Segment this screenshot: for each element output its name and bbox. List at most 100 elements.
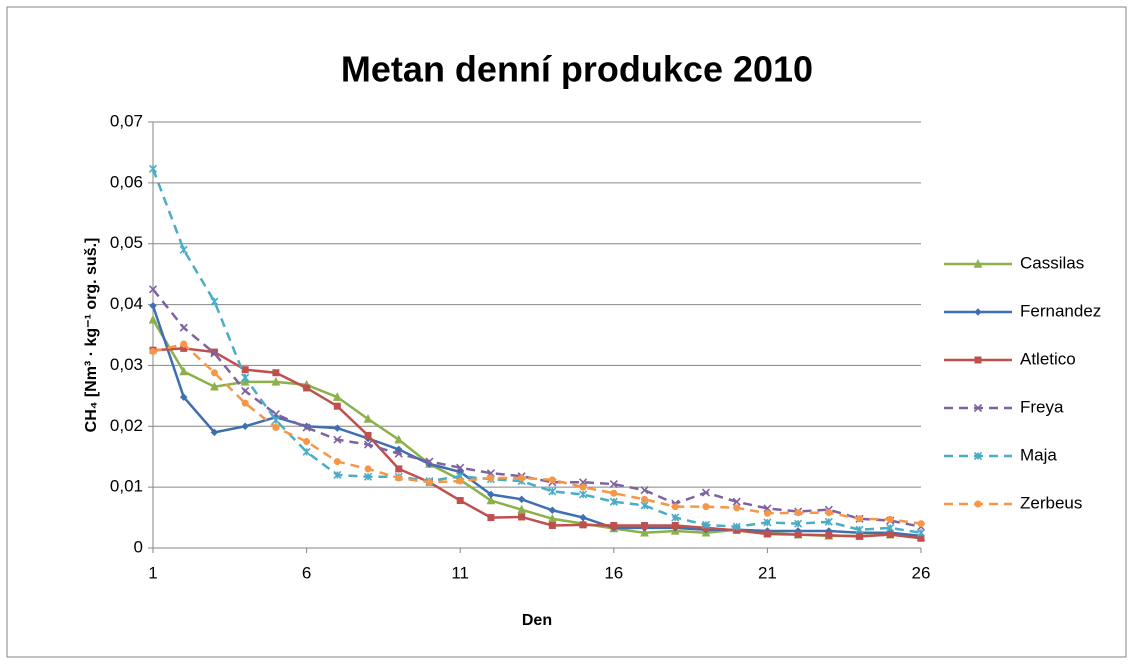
marker (149, 301, 157, 310)
marker (518, 513, 526, 521)
legend-marker (974, 308, 982, 316)
marker (609, 480, 618, 489)
marker (518, 474, 526, 482)
x-tick-label: 1 (148, 563, 157, 582)
marker (517, 495, 526, 504)
marker (732, 522, 741, 531)
marker (701, 488, 711, 497)
marker (855, 525, 864, 534)
marker (579, 513, 587, 522)
legend-label: Maja (1020, 445, 1057, 464)
marker (333, 435, 342, 444)
legend-label: Fernandez (1020, 301, 1101, 320)
marker (548, 506, 557, 515)
series-line (152, 347, 922, 540)
marker (179, 323, 188, 332)
marker (794, 519, 803, 528)
marker (363, 440, 373, 449)
x-tick-label: 16 (604, 563, 623, 582)
series-line (151, 305, 922, 538)
marker (794, 509, 802, 517)
series-line (151, 168, 922, 535)
marker (302, 447, 311, 456)
marker (425, 457, 434, 466)
marker (763, 509, 771, 517)
marker (148, 285, 158, 294)
marker (794, 531, 802, 539)
marker (395, 465, 403, 473)
marker (149, 347, 157, 355)
marker (671, 521, 679, 529)
y-axis-title: CH₄ [Nm³ · kg⁻¹ org. suš.] (83, 238, 100, 433)
marker (641, 495, 649, 503)
marker (886, 515, 894, 523)
marker (333, 470, 342, 480)
y-tick-label: 0,07 (110, 111, 143, 130)
marker (917, 534, 925, 542)
marker (733, 526, 741, 534)
marker (487, 490, 495, 499)
marker (487, 514, 495, 522)
marker (548, 487, 557, 496)
marker (609, 497, 618, 506)
marker (179, 393, 188, 401)
marker (210, 428, 219, 437)
marker (825, 531, 833, 539)
marker (425, 478, 433, 486)
y-tick-label: 0,06 (110, 172, 143, 191)
marker (180, 340, 188, 348)
marker (210, 349, 219, 358)
legend-marker (974, 356, 982, 364)
marker (824, 517, 833, 526)
series-line (152, 288, 922, 528)
marker (180, 344, 188, 352)
marker (333, 458, 341, 466)
marker (763, 530, 771, 538)
x-tick-label: 21 (758, 563, 777, 582)
legend-marker (973, 258, 983, 268)
marker (456, 497, 464, 505)
legend-label: Atletico (1020, 349, 1076, 368)
marker (916, 528, 926, 537)
marker (332, 392, 342, 401)
marker (395, 474, 403, 482)
marker (610, 521, 618, 529)
series-line (152, 342, 922, 525)
marker (579, 490, 588, 499)
marker (179, 245, 188, 254)
marker (333, 402, 341, 410)
marker (610, 489, 618, 497)
marker (701, 520, 711, 529)
marker (303, 384, 311, 392)
marker (732, 497, 741, 506)
marker (579, 521, 587, 529)
x-tick-label: 26 (912, 563, 931, 582)
marker (210, 369, 218, 377)
marker (548, 521, 556, 529)
marker (241, 399, 249, 407)
y-tick-label: 0,03 (110, 355, 143, 374)
marker (456, 463, 465, 472)
marker (241, 422, 250, 431)
marker (763, 518, 772, 527)
marker (272, 424, 280, 432)
legend-marker (973, 403, 983, 413)
marker (856, 532, 864, 540)
marker (210, 297, 219, 306)
marker (486, 495, 496, 505)
marker (671, 513, 680, 522)
marker (548, 476, 556, 484)
marker (517, 504, 527, 514)
marker (241, 366, 249, 374)
marker (302, 423, 311, 432)
x-tick-label: 6 (302, 563, 311, 582)
y-tick-label: 0,04 (110, 294, 143, 313)
marker (886, 531, 894, 539)
marker (210, 381, 219, 391)
marker (640, 527, 649, 537)
marker (733, 504, 741, 512)
marker (364, 431, 372, 439)
y-tick-label: 0 (134, 537, 143, 556)
